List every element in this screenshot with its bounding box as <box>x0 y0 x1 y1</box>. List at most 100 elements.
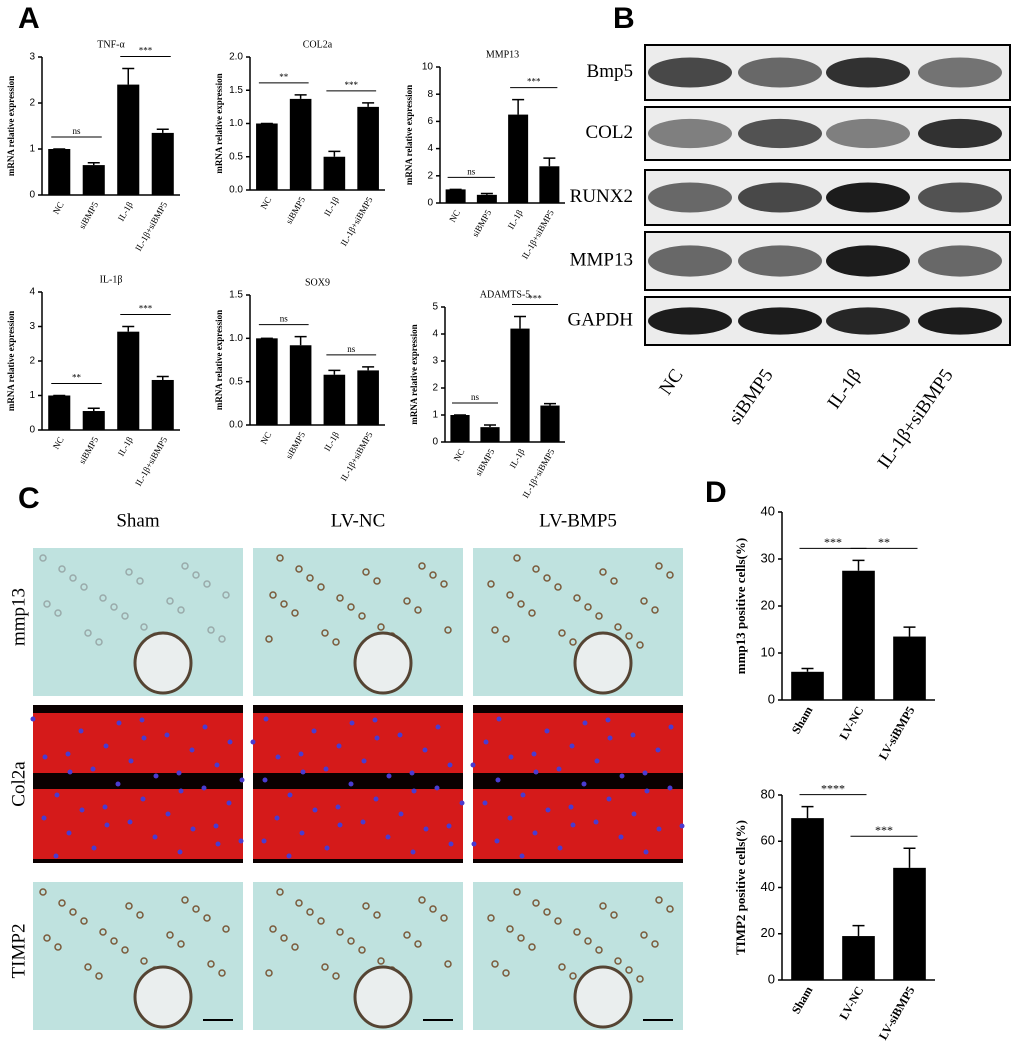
cell <box>166 597 174 605</box>
nucleus <box>128 758 134 764</box>
bar <box>539 166 560 203</box>
cell <box>414 606 422 614</box>
bar <box>445 189 466 203</box>
blot-band <box>738 57 822 88</box>
nucleus <box>605 717 611 723</box>
cell <box>295 899 303 907</box>
panel-label: D <box>705 476 727 509</box>
nucleus <box>532 830 538 836</box>
lane-label: IL-1β <box>824 365 866 413</box>
significance-label: *** <box>345 80 359 90</box>
nucleus <box>385 834 391 840</box>
y-tick-label: 0 <box>29 190 35 201</box>
nucleus <box>593 819 599 825</box>
significance-label: *** <box>139 304 153 314</box>
cell <box>595 612 603 620</box>
cell <box>95 638 103 646</box>
cell <box>80 917 88 925</box>
nucleus <box>299 830 305 836</box>
nucleus <box>570 822 576 828</box>
bar <box>357 106 379 190</box>
nucleus <box>177 849 183 855</box>
cell <box>58 565 66 573</box>
bar <box>82 411 105 430</box>
cell <box>373 577 381 585</box>
nucleus <box>459 800 465 806</box>
tissue-layer <box>473 789 683 859</box>
y-axis-label: mmp13 positive cells(%) <box>733 538 748 674</box>
cell <box>528 609 536 617</box>
chart-title: SOX9 <box>305 277 330 288</box>
blot-band <box>826 245 910 277</box>
x-tick-label: NC <box>258 430 273 446</box>
protein-label: Bmp5 <box>587 61 633 82</box>
y-axis-label: TIMP2 positive cells(%) <box>733 820 748 955</box>
blot-band <box>918 182 1002 213</box>
nucleus <box>668 724 674 730</box>
bar <box>151 132 174 195</box>
cell <box>222 591 230 599</box>
bar <box>117 331 140 430</box>
y-tick-label: 0 <box>768 971 775 986</box>
error-bar <box>122 325 135 332</box>
nucleus <box>545 807 551 813</box>
nucleus <box>630 732 636 738</box>
bar <box>117 84 140 195</box>
y-tick-label: 40 <box>761 503 775 518</box>
y-tick-label: 3 <box>29 52 35 63</box>
cell <box>532 565 540 573</box>
nucleus <box>349 720 355 726</box>
cell <box>584 603 592 611</box>
cell <box>276 888 284 896</box>
cell <box>269 925 277 933</box>
blot-band <box>648 245 732 277</box>
cell <box>110 603 118 611</box>
nucleus <box>274 815 280 821</box>
protein-label: GAPDH <box>568 309 634 330</box>
blot-band <box>738 245 822 277</box>
cell <box>554 583 562 591</box>
nucleus <box>557 845 563 851</box>
x-tick-label: IL-1β+siBMP5 <box>133 435 169 488</box>
row-label: Col2a <box>8 761 29 807</box>
chart-title: ADAMTS-5 <box>480 289 531 300</box>
cell <box>584 937 592 945</box>
nucleus <box>655 747 661 753</box>
column-label: LV-BMP5 <box>539 510 617 531</box>
error-bar <box>156 128 169 133</box>
y-tick-label: 40 <box>761 879 775 894</box>
bar <box>256 123 278 190</box>
y-tick-label: 2.0 <box>229 52 243 63</box>
error-bar <box>156 375 169 380</box>
blot-band <box>648 307 732 335</box>
y-tick-label: 1.0 <box>229 118 243 129</box>
tissue-layer <box>33 789 243 859</box>
x-tick-label: LV-NC <box>836 984 866 1022</box>
micrograph-top <box>253 872 463 882</box>
nucleus <box>298 751 304 757</box>
x-tick-label: IL-1β+siBMP5 <box>338 195 374 248</box>
significance-label: ** <box>279 72 289 82</box>
cell <box>358 946 366 954</box>
nucleus <box>115 781 121 787</box>
y-tick-label: 0.0 <box>229 420 243 431</box>
nucleus <box>606 796 612 802</box>
nucleus <box>446 823 452 829</box>
nucleus <box>434 785 440 791</box>
significance-label: ns <box>347 344 356 354</box>
x-tick-label: NC <box>452 447 467 463</box>
y-tick-label: 1.0 <box>229 333 243 344</box>
nucleus <box>215 841 221 847</box>
significance-label: ns <box>467 166 476 176</box>
y-axis-label: mRNA relative expression <box>214 73 224 173</box>
cell <box>58 899 66 907</box>
y-tick-label: 0 <box>768 691 775 706</box>
cell <box>636 975 644 983</box>
x-tick-label: Sham <box>789 704 816 736</box>
nucleus <box>556 766 562 772</box>
cell <box>177 606 185 614</box>
y-tick-label: 1 <box>29 390 35 401</box>
error-bar <box>87 407 100 412</box>
nucleus <box>141 735 147 741</box>
cell <box>140 623 148 631</box>
